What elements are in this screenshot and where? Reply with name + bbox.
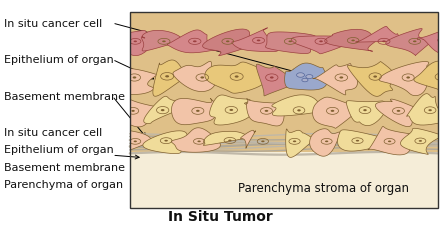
Polygon shape xyxy=(167,31,216,54)
Text: Epithelium of organ: Epithelium of organ xyxy=(4,145,114,155)
Polygon shape xyxy=(111,69,158,95)
Polygon shape xyxy=(265,33,316,54)
Polygon shape xyxy=(202,30,255,57)
Polygon shape xyxy=(209,96,252,126)
Ellipse shape xyxy=(363,110,367,112)
Polygon shape xyxy=(173,62,216,92)
Ellipse shape xyxy=(196,110,200,112)
Ellipse shape xyxy=(356,140,359,142)
Ellipse shape xyxy=(132,110,135,112)
Ellipse shape xyxy=(161,110,165,112)
Ellipse shape xyxy=(235,76,238,78)
Polygon shape xyxy=(141,31,184,52)
Polygon shape xyxy=(417,30,440,55)
Polygon shape xyxy=(291,37,353,54)
Ellipse shape xyxy=(429,110,432,112)
Polygon shape xyxy=(108,96,155,127)
Bar xyxy=(130,152,438,208)
Polygon shape xyxy=(205,63,268,94)
Ellipse shape xyxy=(388,141,391,143)
Text: In situ cancer cell: In situ cancer cell xyxy=(4,19,103,29)
Ellipse shape xyxy=(229,109,233,111)
Polygon shape xyxy=(171,128,220,153)
Ellipse shape xyxy=(352,40,355,42)
Polygon shape xyxy=(232,29,278,52)
Polygon shape xyxy=(153,61,191,97)
Ellipse shape xyxy=(325,141,328,143)
Ellipse shape xyxy=(339,77,343,79)
Polygon shape xyxy=(325,30,377,52)
Ellipse shape xyxy=(134,141,137,143)
Ellipse shape xyxy=(397,110,400,112)
Ellipse shape xyxy=(198,141,201,143)
Polygon shape xyxy=(346,101,386,126)
Ellipse shape xyxy=(226,41,230,43)
Polygon shape xyxy=(400,129,440,155)
Ellipse shape xyxy=(165,76,169,78)
Polygon shape xyxy=(272,95,331,116)
Polygon shape xyxy=(407,94,440,126)
Polygon shape xyxy=(414,62,440,92)
Polygon shape xyxy=(172,99,220,125)
Polygon shape xyxy=(144,97,189,124)
Ellipse shape xyxy=(228,140,232,142)
Ellipse shape xyxy=(297,73,304,78)
Ellipse shape xyxy=(257,40,260,42)
Bar xyxy=(130,12,438,55)
Ellipse shape xyxy=(193,41,197,43)
Polygon shape xyxy=(118,31,155,56)
Polygon shape xyxy=(256,65,300,96)
Ellipse shape xyxy=(134,41,137,43)
Ellipse shape xyxy=(331,110,334,112)
Polygon shape xyxy=(203,132,251,146)
Polygon shape xyxy=(312,98,359,129)
Text: In situ cancer cell: In situ cancer cell xyxy=(4,128,103,138)
Ellipse shape xyxy=(265,110,268,112)
Polygon shape xyxy=(114,130,152,152)
Polygon shape xyxy=(385,30,433,56)
Ellipse shape xyxy=(302,79,308,82)
Ellipse shape xyxy=(289,41,292,43)
Text: Epithelium of organ: Epithelium of organ xyxy=(4,55,114,65)
Ellipse shape xyxy=(293,141,296,143)
Text: Parenchyma stroma of organ: Parenchyma stroma of organ xyxy=(238,181,409,194)
Ellipse shape xyxy=(373,76,377,78)
Text: In Situ Tumor: In Situ Tumor xyxy=(168,209,272,223)
Polygon shape xyxy=(285,64,327,91)
Text: Basement membrane: Basement membrane xyxy=(4,162,125,172)
Ellipse shape xyxy=(165,140,168,142)
Polygon shape xyxy=(379,62,429,96)
Ellipse shape xyxy=(200,77,204,79)
Ellipse shape xyxy=(413,41,417,43)
Polygon shape xyxy=(241,131,256,149)
Polygon shape xyxy=(246,99,284,126)
Text: Parenchyma of organ: Parenchyma of organ xyxy=(4,179,124,189)
Bar xyxy=(130,12,438,208)
Polygon shape xyxy=(286,129,315,158)
Ellipse shape xyxy=(407,77,410,79)
Polygon shape xyxy=(368,127,411,155)
Polygon shape xyxy=(143,131,191,154)
Ellipse shape xyxy=(419,141,422,142)
Text: Basement membrane: Basement membrane xyxy=(4,91,125,101)
Polygon shape xyxy=(313,64,357,96)
Ellipse shape xyxy=(297,110,301,112)
Polygon shape xyxy=(356,27,402,43)
Ellipse shape xyxy=(319,41,323,43)
Ellipse shape xyxy=(270,77,274,79)
Bar xyxy=(130,12,438,152)
Polygon shape xyxy=(337,130,378,151)
Ellipse shape xyxy=(133,77,136,79)
Polygon shape xyxy=(375,100,421,127)
Ellipse shape xyxy=(306,75,313,79)
Ellipse shape xyxy=(261,141,264,143)
Ellipse shape xyxy=(162,41,166,43)
Ellipse shape xyxy=(382,41,386,43)
Polygon shape xyxy=(348,62,396,97)
Polygon shape xyxy=(310,129,340,157)
